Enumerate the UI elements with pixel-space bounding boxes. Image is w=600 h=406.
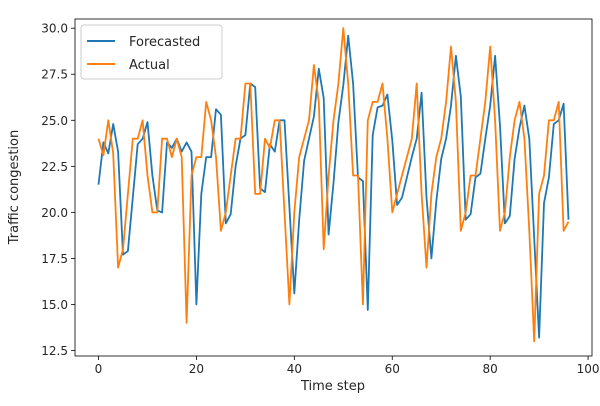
y-tick-label: 15.0	[41, 298, 68, 312]
x-tick-label: 0	[95, 362, 103, 376]
x-tick-label: 20	[189, 362, 204, 376]
x-axis-label: Time step	[300, 379, 365, 394]
x-tick-label: 40	[287, 362, 302, 376]
y-axis: 12.5 15.0 17.5 20.0 22.5 25.0 27.5 30.0	[41, 22, 75, 358]
y-tick-label: 22.5	[41, 160, 68, 174]
x-axis: 0 20 40 60 80 100	[95, 356, 600, 376]
y-tick-label: 30.0	[41, 22, 68, 36]
y-axis-label: Traffic congestion	[7, 130, 22, 245]
x-tick-label: 100	[577, 362, 600, 376]
y-tick-label: 17.5	[41, 252, 68, 266]
legend: Forecasted Actual	[80, 24, 223, 80]
y-tick-label: 20.0	[41, 206, 68, 220]
y-tick-label: 25.0	[41, 114, 68, 128]
legend-box	[80, 24, 223, 80]
x-tick-label: 60	[385, 362, 400, 376]
series-line-actual	[97, 27, 570, 343]
y-tick-label: 12.5	[41, 344, 68, 358]
x-tick-label: 80	[483, 362, 498, 376]
series-lines	[97, 27, 570, 343]
legend-label-forecasted: Forecasted	[129, 35, 200, 50]
y-tick-label: 27.5	[41, 68, 68, 82]
legend-label-actual: Actual	[129, 58, 170, 73]
